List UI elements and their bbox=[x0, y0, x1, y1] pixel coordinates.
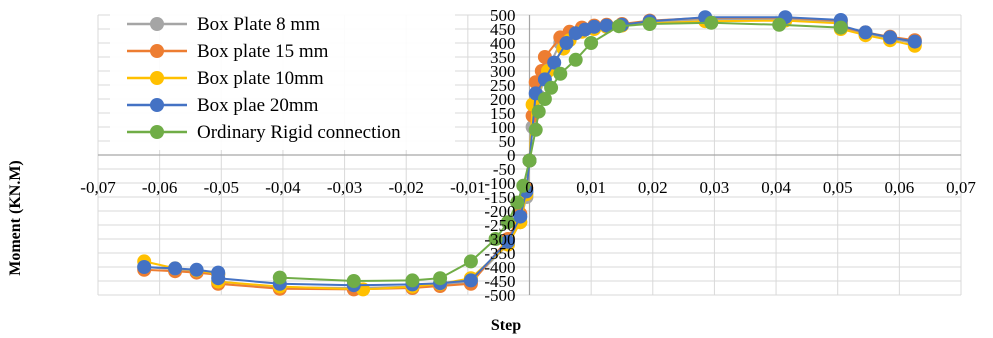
legend-label: Box plae 20mm bbox=[197, 95, 319, 116]
legend-marker bbox=[150, 17, 164, 31]
legend-item: Ordinary Rigid connection bbox=[127, 122, 401, 143]
y-tick-label: -400 bbox=[484, 258, 515, 277]
x-tick-label: 0,03 bbox=[700, 178, 730, 197]
data-point bbox=[168, 261, 183, 276]
data-point bbox=[537, 92, 552, 106]
x-tick-label: 0,05 bbox=[823, 178, 853, 197]
data-point bbox=[599, 18, 614, 33]
data-point bbox=[189, 262, 204, 277]
x-tick-label: -0,06 bbox=[142, 178, 177, 197]
data-point bbox=[907, 34, 922, 49]
y-tick-label: -500 bbox=[484, 286, 515, 305]
y-tick-labels: 500450400350300250200150100500-50-100-15… bbox=[484, 6, 515, 305]
data-point bbox=[137, 260, 152, 274]
series-layer bbox=[137, 10, 922, 297]
data-point bbox=[513, 209, 528, 224]
x-tick-label: 0,02 bbox=[638, 178, 668, 197]
legend: Box Plate 8 mm Box plate 15 mm Box plate 1… bbox=[110, 12, 455, 150]
y-tick-label: 250 bbox=[490, 76, 516, 95]
legend-item: Box plate 10mm bbox=[127, 68, 324, 89]
data-point bbox=[500, 234, 515, 249]
data-point bbox=[883, 30, 898, 45]
data-point bbox=[772, 17, 787, 32]
data-point bbox=[510, 195, 525, 210]
y-tick-label: -350 bbox=[484, 244, 515, 263]
x-tick-label: 0,06 bbox=[884, 178, 914, 197]
x-tick-label: 0,04 bbox=[761, 178, 791, 197]
x-tick-label: -0,04 bbox=[265, 178, 301, 197]
x-tick-label: 0,01 bbox=[576, 178, 606, 197]
legend-marker bbox=[150, 44, 164, 58]
x-tick-labels: -0,07 -0,06 -0,05 -0,04 -0,03 -0,02 -0,01 0 0,01… bbox=[80, 178, 976, 197]
legend-item: Box Plate 8 mm bbox=[127, 14, 320, 35]
data-point bbox=[544, 80, 559, 95]
x-tick-label: -0,05 bbox=[204, 178, 239, 197]
data-point bbox=[433, 271, 448, 286]
data-point bbox=[272, 270, 287, 285]
y-tick-label: 100 bbox=[490, 118, 516, 137]
data-point bbox=[211, 271, 226, 286]
data-point bbox=[704, 15, 719, 30]
y-tick-label: -100 bbox=[484, 174, 515, 193]
legend-label: Ordinary Rigid connection bbox=[197, 122, 401, 143]
data-point bbox=[547, 55, 562, 70]
x-axis-title: Step bbox=[491, 317, 521, 334]
y-tick-label: -150 bbox=[484, 188, 515, 207]
y-tick-label: 450 bbox=[490, 20, 516, 39]
data-point bbox=[559, 36, 574, 50]
series-4 bbox=[137, 10, 922, 293]
data-point bbox=[522, 153, 537, 168]
data-point bbox=[463, 254, 478, 269]
data-point bbox=[584, 36, 599, 50]
y-tick-label: 500 bbox=[490, 6, 516, 25]
y-tick-label: -50 bbox=[493, 160, 516, 179]
x-tick-label: -0,01 bbox=[450, 178, 485, 197]
data-point bbox=[463, 273, 478, 288]
data-point bbox=[553, 66, 568, 81]
legend-label: Box Plate 8 mm bbox=[197, 14, 320, 35]
data-point bbox=[528, 122, 543, 137]
y-tick-label: 50 bbox=[499, 132, 516, 151]
data-point bbox=[500, 215, 515, 230]
data-point bbox=[587, 19, 602, 34]
legend-marker bbox=[150, 125, 164, 139]
x-tick-label: 0,07 bbox=[946, 178, 976, 197]
data-point bbox=[568, 52, 583, 67]
data-point bbox=[858, 25, 873, 40]
y-tick-label: -250 bbox=[484, 216, 515, 235]
y-tick-label: 200 bbox=[490, 90, 516, 109]
data-point bbox=[405, 273, 420, 288]
y-tick-label: -450 bbox=[484, 272, 515, 291]
legend-item: Box plate 15 mm bbox=[127, 41, 329, 62]
data-point bbox=[346, 274, 361, 288]
data-point bbox=[611, 19, 626, 34]
data-point bbox=[516, 178, 531, 193]
x-tick-label: -0,07 bbox=[80, 178, 116, 197]
y-tick-label: -200 bbox=[484, 202, 515, 221]
y-tick-label: -300 bbox=[484, 230, 515, 249]
legend-marker bbox=[150, 98, 164, 112]
legend-label: Box plate 10mm bbox=[197, 68, 324, 89]
legend-background bbox=[110, 12, 455, 150]
y-tick-label: 0 bbox=[507, 146, 516, 165]
series-line bbox=[279, 21, 841, 283]
data-point bbox=[642, 17, 657, 31]
x-tick-label: 0 bbox=[525, 178, 534, 197]
y-tick-label: 350 bbox=[490, 48, 516, 67]
series-5 bbox=[272, 15, 848, 288]
data-point bbox=[833, 20, 848, 35]
y-axis-title: Moment (KN.M) bbox=[7, 160, 24, 276]
y-tick-label: 400 bbox=[490, 34, 516, 53]
x-tick-label: -0,02 bbox=[389, 178, 424, 197]
legend-label: Box plate 15 mm bbox=[197, 41, 329, 62]
y-tick-label: 300 bbox=[490, 62, 516, 81]
data-point bbox=[531, 104, 546, 119]
y-tick-label: 150 bbox=[490, 104, 516, 123]
legend-item: Box plae 20mm bbox=[127, 95, 319, 116]
legend-marker bbox=[150, 71, 164, 85]
x-tick-label: -0,03 bbox=[327, 178, 362, 197]
data-point bbox=[488, 232, 503, 246]
